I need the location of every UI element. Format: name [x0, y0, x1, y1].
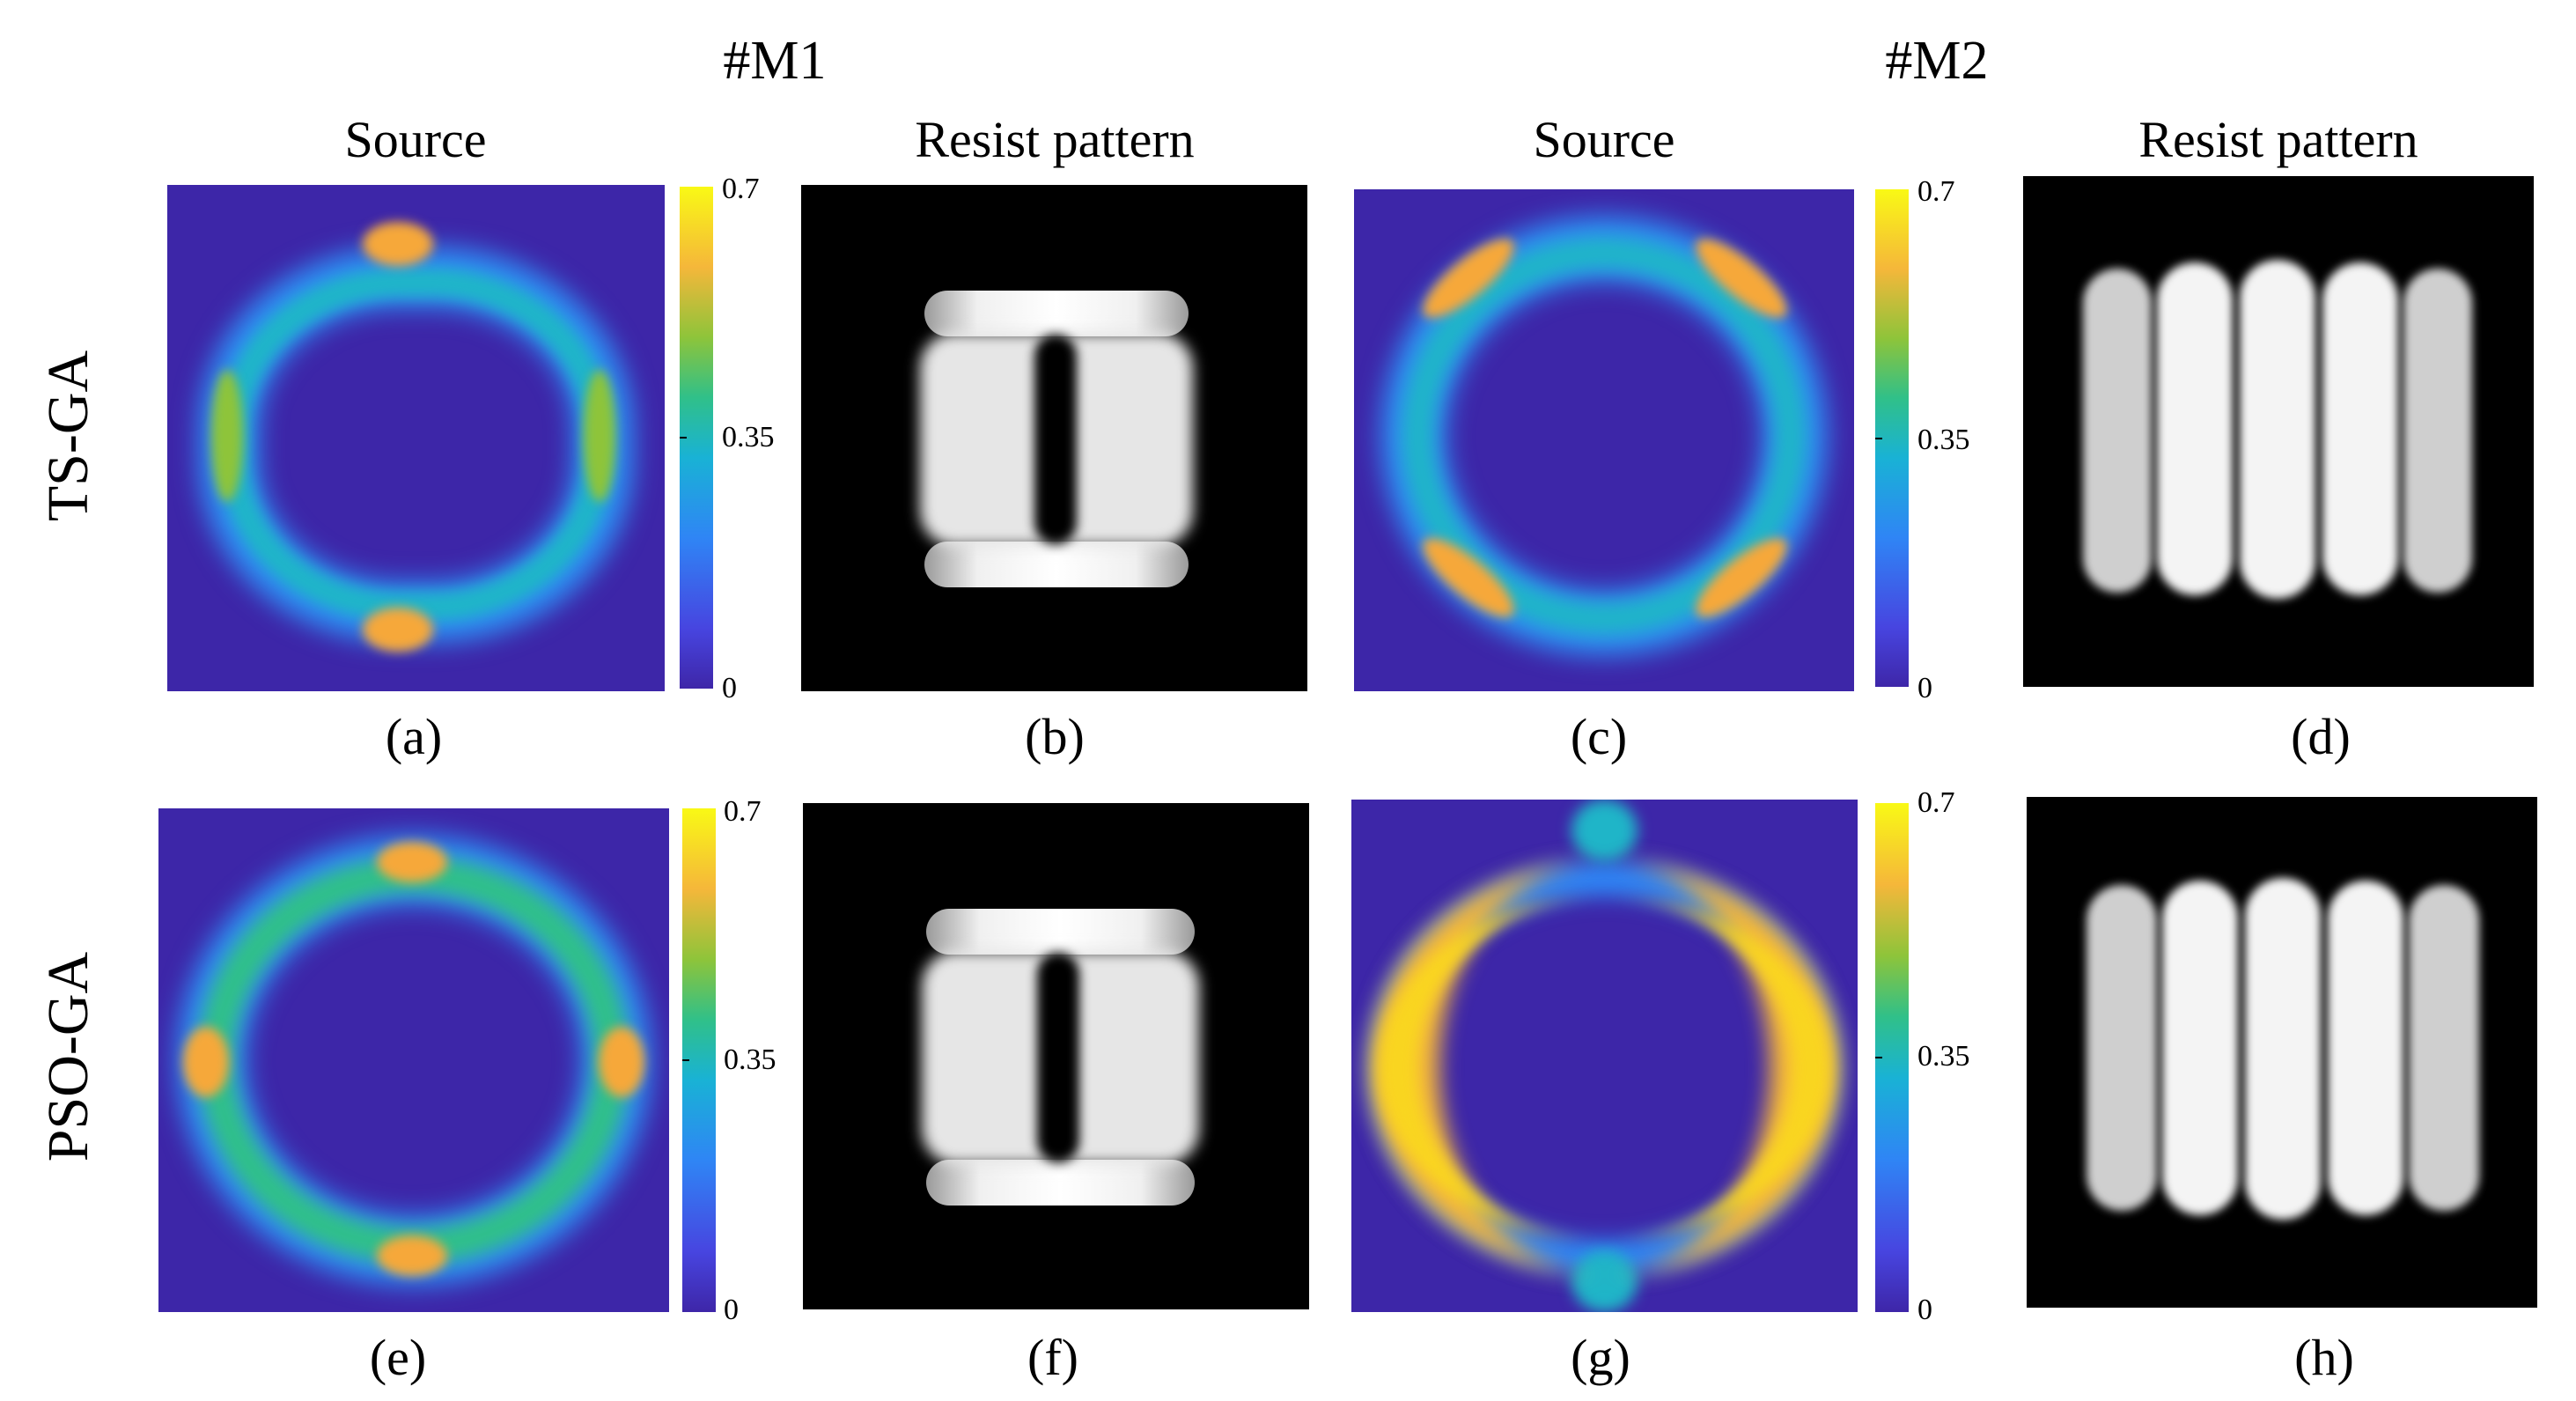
source-map-g — [1351, 800, 1858, 1312]
row-label-ts-ga: TS-GA — [36, 350, 100, 522]
caption-g: (g) — [1571, 1329, 1630, 1386]
row-label-pso-ga: PSO-GA — [36, 951, 100, 1162]
colorbar-e-max: 0.7 — [724, 795, 762, 828]
colorbar-c-max: 0.7 — [1917, 175, 1955, 208]
colorbar-e-mid: 0.35 — [724, 1043, 776, 1076]
colorbar-a-max: 0.7 — [722, 173, 760, 205]
colorbar-e-min: 0 — [724, 1294, 739, 1326]
header-source-c: Source — [1533, 111, 1675, 168]
caption-c: (c) — [1570, 708, 1628, 765]
resist-pattern-b — [801, 185, 1307, 691]
colorbar-g-min: 0 — [1917, 1294, 1932, 1326]
resist-pattern-d — [2023, 176, 2534, 687]
caption-a: (a) — [385, 708, 443, 765]
caption-e: (e) — [369, 1329, 427, 1386]
caption-d: (d) — [2291, 708, 2351, 765]
column-title-m2: #M2 — [1885, 31, 1989, 91]
source-map-a — [167, 185, 665, 691]
colorbar-g-max: 0.7 — [1917, 786, 1955, 819]
header-resist-d: Resist pattern — [2138, 111, 2418, 168]
resist-pattern-f — [803, 803, 1309, 1309]
caption-b: (b) — [1025, 708, 1085, 765]
header-resist-b: Resist pattern — [915, 111, 1195, 168]
colorbar-c-mid: 0.35 — [1917, 424, 1970, 456]
caption-f: (f) — [1027, 1329, 1078, 1386]
colorbar-a-min: 0 — [722, 672, 737, 704]
caption-h: (h) — [2294, 1329, 2354, 1386]
colorbar-c-min: 0 — [1917, 672, 1932, 704]
header-source-a: Source — [344, 111, 487, 168]
colorbar-a-mid: 0.35 — [722, 421, 775, 453]
colorbar-g-mid: 0.35 — [1917, 1040, 1970, 1073]
column-title-m1: #M1 — [723, 31, 827, 91]
source-map-c — [1354, 189, 1854, 691]
source-map-e — [158, 808, 669, 1312]
resist-pattern-h — [2027, 797, 2537, 1308]
